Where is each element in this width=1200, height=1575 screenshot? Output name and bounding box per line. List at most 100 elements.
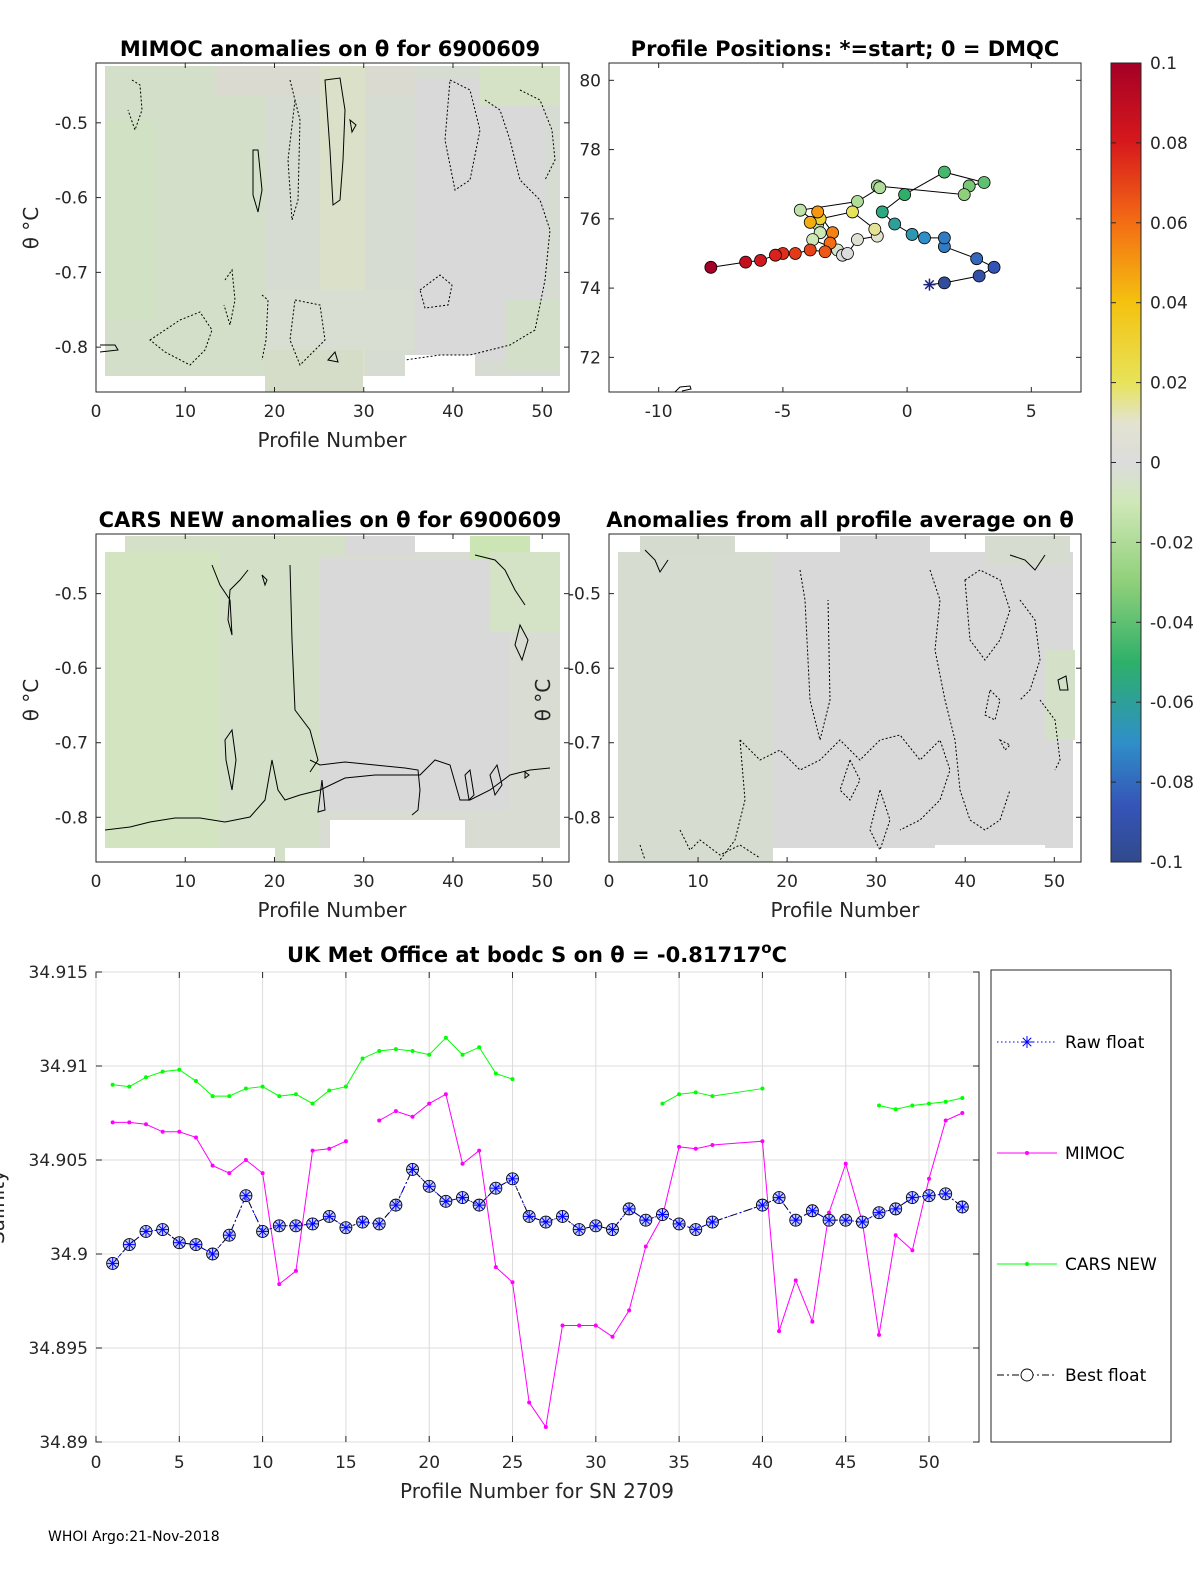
x-tick-label: 15: [335, 1453, 357, 1473]
raw-float-point: [140, 1225, 152, 1237]
y-tick-label: 76: [579, 210, 601, 230]
profile-position-point: [803, 243, 817, 257]
salinity-xticks: 0 5 10 15 20 25 30 35 40 45 50: [91, 972, 940, 1473]
series-point: [427, 1101, 432, 1106]
cars-contours: [104, 554, 551, 831]
raw-float-point: [690, 1224, 702, 1236]
profile-position-point: [793, 203, 807, 217]
x-tick-label: 0: [902, 402, 913, 422]
raw-float-point: [357, 1216, 369, 1228]
series-point: [243, 1158, 248, 1162]
profile-position-point: [937, 231, 951, 245]
raw-float-point: [173, 1237, 185, 1249]
colorbar-tick-label: -0.08: [1150, 773, 1194, 793]
profile-position-point: [754, 253, 767, 267]
profile-position-point: [957, 188, 971, 202]
profile-position-point: [841, 247, 854, 260]
salinity-series: [106, 1035, 969, 1429]
legend-items: Raw float MIMOC CARS NEW Best float: [997, 1033, 1157, 1386]
series-point: [893, 1107, 898, 1112]
y-tick-label: -0.8: [55, 808, 88, 828]
allavg-xticks: 0 10 20 30 40 50: [604, 534, 1065, 892]
raw-float-point: [640, 1214, 652, 1226]
x-tick-label: 30: [353, 402, 375, 422]
positions-title: Profile Positions: *=start; 0 = DMQC: [631, 37, 1060, 61]
allavg-heatmap: [618, 536, 1075, 862]
series-point: [943, 1118, 948, 1123]
raw-float-point: [157, 1224, 169, 1236]
raw-float-point: [756, 1199, 768, 1211]
x-tick-label: 0: [91, 402, 102, 422]
legend-label: Best float: [1065, 1366, 1147, 1386]
colorbar-tick-label: 0.06: [1150, 214, 1188, 234]
profile-position-point: [851, 195, 864, 208]
y-tick-label: -0.5: [568, 585, 601, 605]
raw-float-point: [490, 1182, 502, 1194]
raw-float-point: [856, 1216, 868, 1228]
raw-float-point: [906, 1192, 918, 1204]
allavg-title: Anomalies from all profile average on θ: [606, 508, 1074, 532]
colorbar-tick-label: 0.04: [1150, 294, 1188, 314]
series-point: [377, 1118, 382, 1123]
x-tick-label: 30: [585, 1453, 607, 1473]
series-point: [710, 1094, 715, 1099]
series-point: [177, 1067, 182, 1072]
legend: Raw float MIMOC CARS NEW Best float: [990, 969, 1172, 1443]
series-point: [393, 1047, 398, 1052]
profile-position-point: [875, 205, 889, 219]
raw-float-point: [673, 1218, 685, 1230]
series-point: [927, 1176, 932, 1181]
series-point: [160, 1129, 165, 1134]
raw-float-point: [340, 1222, 352, 1234]
x-tick-label: 5: [174, 1453, 185, 1473]
footer-stamp: WHOI Argo:21-Nov-2018: [48, 1529, 220, 1545]
series-point: [660, 1101, 665, 1106]
profile-position-point: [811, 205, 825, 219]
series-point: [160, 1069, 165, 1074]
allavg-contours: [639, 549, 1069, 861]
legend-marker: [1025, 1262, 1029, 1266]
series-point: [127, 1120, 132, 1125]
series-line: [878, 1097, 963, 1110]
profile-position-point: [972, 269, 986, 283]
series-point: [327, 1146, 332, 1151]
series-point: [143, 1075, 148, 1080]
series-point: [893, 1233, 898, 1238]
y-tick-label: -0.7: [55, 734, 88, 754]
allavg-xlabel: Profile Number: [771, 898, 921, 922]
raw-float-point: [656, 1209, 668, 1221]
series-point: [943, 1099, 948, 1104]
series-point: [393, 1109, 398, 1114]
raw-float-point: [373, 1218, 385, 1230]
raw-float-point: [523, 1210, 535, 1222]
y-tick-label: 78: [579, 141, 601, 161]
profile-position-point: [898, 188, 912, 202]
raw-float-point: [407, 1163, 419, 1175]
series-point: [377, 1048, 382, 1053]
raw-float-point: [956, 1201, 968, 1213]
x-tick-label: 20: [264, 402, 286, 422]
cars-xticks: 0 10 20 30 40 50: [91, 534, 553, 892]
cars-axes-box: [95, 533, 570, 863]
raw-float-point: [773, 1192, 785, 1204]
series-point: [210, 1163, 215, 1168]
series-point: [460, 1052, 465, 1057]
raw-float-point: [257, 1225, 269, 1237]
profile-position-point: [970, 252, 984, 266]
legend-label: CARS NEW: [1065, 1255, 1157, 1275]
raw-float-point: [706, 1216, 718, 1228]
x-tick-label: 10: [252, 1453, 274, 1473]
legend-label: Raw float: [1065, 1033, 1145, 1053]
profile-position-point: [937, 276, 951, 290]
positions-xticks: -10 -5 0 5: [645, 63, 1037, 422]
legend-marker: [1021, 1036, 1033, 1048]
x-tick-label: -5: [774, 402, 791, 422]
series-point: [193, 1135, 198, 1140]
x-tick-label: 50: [918, 1453, 940, 1473]
salinity-yticks: 34.89 34.895 34.9 34.905 34.91 34.915: [29, 963, 979, 1453]
series-point: [143, 1122, 148, 1127]
y-tick-label: 34.895: [29, 1339, 88, 1359]
colorbar-tick-label: 0.1: [1150, 54, 1177, 74]
profile-position-point: [937, 165, 951, 179]
raw-float-point: [573, 1224, 585, 1236]
